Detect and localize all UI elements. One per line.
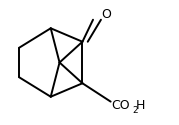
Text: H: H <box>136 99 145 112</box>
Text: 2: 2 <box>133 106 138 115</box>
Text: O: O <box>101 8 111 21</box>
Text: CO: CO <box>112 99 130 112</box>
